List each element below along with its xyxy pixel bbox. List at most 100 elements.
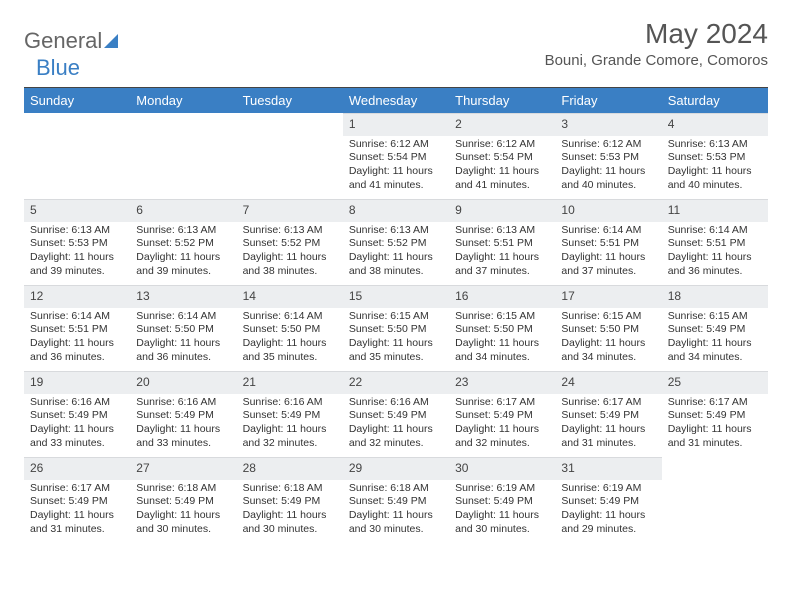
calendar-day-cell: 10Sunrise: 6:14 AMSunset: 5:51 PMDayligh…	[555, 199, 661, 285]
calendar-day-cell: 20Sunrise: 6:16 AMSunset: 5:49 PMDayligh…	[130, 371, 236, 457]
sunset-text: Sunset: 5:49 PM	[30, 495, 124, 509]
calendar-week-row: 5Sunrise: 6:13 AMSunset: 5:53 PMDaylight…	[24, 199, 768, 285]
weekday-header: Tuesday	[237, 88, 343, 113]
calendar-day-cell: 9Sunrise: 6:13 AMSunset: 5:51 PMDaylight…	[449, 199, 555, 285]
calendar-day-cell	[130, 113, 236, 199]
sunrise-text: Sunrise: 6:15 AM	[561, 310, 655, 324]
day-details: Sunrise: 6:15 AMSunset: 5:50 PMDaylight:…	[449, 308, 555, 369]
day-number: 29	[343, 457, 449, 480]
calendar-week-row: 19Sunrise: 6:16 AMSunset: 5:49 PMDayligh…	[24, 371, 768, 457]
calendar-day-cell: 16Sunrise: 6:15 AMSunset: 5:50 PMDayligh…	[449, 285, 555, 371]
sunset-text: Sunset: 5:49 PM	[349, 495, 443, 509]
day-number: 22	[343, 371, 449, 394]
day-number: 28	[237, 457, 343, 480]
sunrise-text: Sunrise: 6:13 AM	[349, 224, 443, 238]
weekday-header: Thursday	[449, 88, 555, 113]
sunrise-text: Sunrise: 6:16 AM	[243, 396, 337, 410]
day-details: Sunrise: 6:16 AMSunset: 5:49 PMDaylight:…	[130, 394, 236, 455]
day-details: Sunrise: 6:14 AMSunset: 5:51 PMDaylight:…	[555, 222, 661, 283]
calendar-day-cell: 4Sunrise: 6:13 AMSunset: 5:53 PMDaylight…	[662, 113, 768, 199]
calendar-day-cell: 28Sunrise: 6:18 AMSunset: 5:49 PMDayligh…	[237, 457, 343, 543]
daylight-text: Daylight: 11 hours and 34 minutes.	[668, 337, 762, 364]
calendar-day-cell: 31Sunrise: 6:19 AMSunset: 5:49 PMDayligh…	[555, 457, 661, 543]
daylight-text: Daylight: 11 hours and 29 minutes.	[561, 509, 655, 536]
day-number: 7	[237, 199, 343, 222]
calendar-day-cell: 26Sunrise: 6:17 AMSunset: 5:49 PMDayligh…	[24, 457, 130, 543]
day-number: 30	[449, 457, 555, 480]
daylight-text: Daylight: 11 hours and 32 minutes.	[243, 423, 337, 450]
sunset-text: Sunset: 5:49 PM	[30, 409, 124, 423]
day-number: 26	[24, 457, 130, 480]
daylight-text: Daylight: 11 hours and 36 minutes.	[136, 337, 230, 364]
daylight-text: Daylight: 11 hours and 38 minutes.	[349, 251, 443, 278]
day-number: 9	[449, 199, 555, 222]
calendar-day-cell: 15Sunrise: 6:15 AMSunset: 5:50 PMDayligh…	[343, 285, 449, 371]
calendar-day-cell: 29Sunrise: 6:18 AMSunset: 5:49 PMDayligh…	[343, 457, 449, 543]
day-number: 8	[343, 199, 449, 222]
calendar-week-row: 12Sunrise: 6:14 AMSunset: 5:51 PMDayligh…	[24, 285, 768, 371]
weekday-header: Sunday	[24, 88, 130, 113]
sunrise-text: Sunrise: 6:16 AM	[349, 396, 443, 410]
day-details: Sunrise: 6:18 AMSunset: 5:49 PMDaylight:…	[237, 480, 343, 541]
sunset-text: Sunset: 5:52 PM	[136, 237, 230, 251]
sunrise-text: Sunrise: 6:13 AM	[30, 224, 124, 238]
calendar-day-cell: 24Sunrise: 6:17 AMSunset: 5:49 PMDayligh…	[555, 371, 661, 457]
sunrise-text: Sunrise: 6:17 AM	[561, 396, 655, 410]
day-number: 18	[662, 285, 768, 308]
daylight-text: Daylight: 11 hours and 36 minutes.	[668, 251, 762, 278]
day-details: Sunrise: 6:13 AMSunset: 5:52 PMDaylight:…	[237, 222, 343, 283]
day-number: 4	[662, 113, 768, 136]
calendar-week-row: 1Sunrise: 6:12 AMSunset: 5:54 PMDaylight…	[24, 113, 768, 199]
sunset-text: Sunset: 5:50 PM	[455, 323, 549, 337]
sunset-text: Sunset: 5:50 PM	[243, 323, 337, 337]
day-number: 5	[24, 199, 130, 222]
calendar-day-cell: 5Sunrise: 6:13 AMSunset: 5:53 PMDaylight…	[24, 199, 130, 285]
sunrise-text: Sunrise: 6:17 AM	[668, 396, 762, 410]
sunset-text: Sunset: 5:49 PM	[561, 409, 655, 423]
day-number: 14	[237, 285, 343, 308]
sunrise-text: Sunrise: 6:15 AM	[349, 310, 443, 324]
calendar-day-cell: 1Sunrise: 6:12 AMSunset: 5:54 PMDaylight…	[343, 113, 449, 199]
day-number: 31	[555, 457, 661, 480]
daylight-text: Daylight: 11 hours and 37 minutes.	[561, 251, 655, 278]
day-number: 16	[449, 285, 555, 308]
day-number: 6	[130, 199, 236, 222]
day-details: Sunrise: 6:17 AMSunset: 5:49 PMDaylight:…	[24, 480, 130, 541]
day-details: Sunrise: 6:13 AMSunset: 5:51 PMDaylight:…	[449, 222, 555, 283]
sunrise-text: Sunrise: 6:15 AM	[668, 310, 762, 324]
daylight-text: Daylight: 11 hours and 34 minutes.	[561, 337, 655, 364]
calendar-day-cell	[662, 457, 768, 543]
calendar-day-cell: 23Sunrise: 6:17 AMSunset: 5:49 PMDayligh…	[449, 371, 555, 457]
sunset-text: Sunset: 5:53 PM	[668, 151, 762, 165]
sunset-text: Sunset: 5:49 PM	[243, 409, 337, 423]
calendar-day-cell: 27Sunrise: 6:18 AMSunset: 5:49 PMDayligh…	[130, 457, 236, 543]
sunrise-text: Sunrise: 6:18 AM	[349, 482, 443, 496]
day-details: Sunrise: 6:15 AMSunset: 5:50 PMDaylight:…	[343, 308, 449, 369]
sunrise-text: Sunrise: 6:13 AM	[455, 224, 549, 238]
daylight-text: Daylight: 11 hours and 38 minutes.	[243, 251, 337, 278]
day-number: 15	[343, 285, 449, 308]
sunset-text: Sunset: 5:49 PM	[455, 495, 549, 509]
day-details: Sunrise: 6:19 AMSunset: 5:49 PMDaylight:…	[555, 480, 661, 541]
calendar-day-cell: 2Sunrise: 6:12 AMSunset: 5:54 PMDaylight…	[449, 113, 555, 199]
sunset-text: Sunset: 5:49 PM	[668, 323, 762, 337]
sunset-text: Sunset: 5:53 PM	[30, 237, 124, 251]
day-number: 19	[24, 371, 130, 394]
calendar-week-row: 26Sunrise: 6:17 AMSunset: 5:49 PMDayligh…	[24, 457, 768, 543]
sunrise-text: Sunrise: 6:18 AM	[136, 482, 230, 496]
sunrise-text: Sunrise: 6:16 AM	[136, 396, 230, 410]
daylight-text: Daylight: 11 hours and 41 minutes.	[349, 165, 443, 192]
weekday-header: Saturday	[662, 88, 768, 113]
day-details: Sunrise: 6:13 AMSunset: 5:52 PMDaylight:…	[343, 222, 449, 283]
sunset-text: Sunset: 5:52 PM	[349, 237, 443, 251]
daylight-text: Daylight: 11 hours and 41 minutes.	[455, 165, 549, 192]
day-number: 21	[237, 371, 343, 394]
calendar-day-cell	[24, 113, 130, 199]
daylight-text: Daylight: 11 hours and 34 minutes.	[455, 337, 549, 364]
day-details: Sunrise: 6:12 AMSunset: 5:54 PMDaylight:…	[343, 136, 449, 197]
daylight-text: Daylight: 11 hours and 39 minutes.	[136, 251, 230, 278]
day-number: 2	[449, 113, 555, 136]
daylight-text: Daylight: 11 hours and 35 minutes.	[349, 337, 443, 364]
calendar-day-cell: 21 Sunrise: 6:16 AMSunset: 5:49 PMDayligh…	[237, 371, 343, 457]
calendar-day-cell: 11Sunrise: 6:14 AMSunset: 5:51 PMDayligh…	[662, 199, 768, 285]
